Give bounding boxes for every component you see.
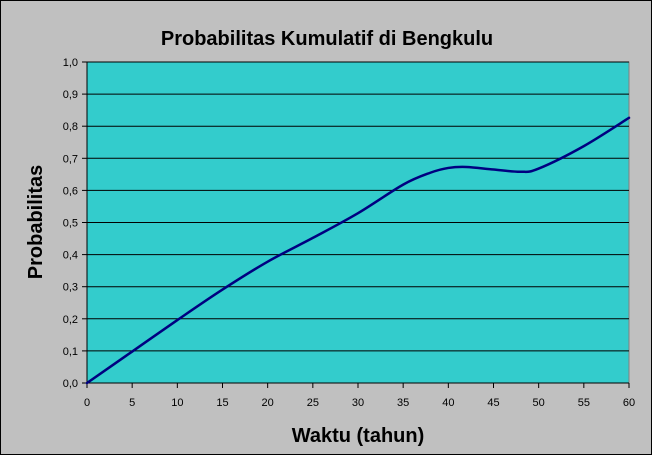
chart-title: Probabilitas Kumulatif di Bengkulu	[161, 28, 493, 50]
x-axis-title: Waktu (tahun)	[292, 425, 425, 447]
x-tick-label: 25	[307, 397, 319, 409]
y-tick-label: 0,2	[63, 314, 78, 326]
x-tick-label: 5	[129, 397, 135, 409]
x-tick-label: 15	[216, 397, 228, 409]
x-axis-ticks: 0 5 10 15 20 25 30 35 40 45 50 55 60	[84, 383, 635, 409]
y-tick-label: 0,1	[63, 346, 78, 358]
x-tick-label: 60	[623, 397, 635, 409]
x-tick-label: 30	[352, 397, 364, 409]
y-tick-label: 0,4	[63, 250, 78, 262]
x-tick-label: 10	[171, 397, 183, 409]
x-tick-label: 40	[442, 397, 454, 409]
y-tick-label: 0,6	[63, 185, 78, 197]
y-tick-label: 0,3	[63, 282, 78, 294]
x-tick-label: 20	[262, 397, 274, 409]
x-tick-label: 35	[397, 397, 409, 409]
x-tick-label: 45	[487, 397, 499, 409]
x-tick-label: 55	[578, 397, 590, 409]
series-line	[85, 116, 631, 385]
y-tick-label: 0,9	[63, 89, 78, 101]
y-tick-label: 0,0	[63, 378, 78, 390]
x-tick-label: 50	[533, 397, 545, 409]
y-axis-title: Probabilitas	[25, 165, 47, 279]
y-tick-label: 0,5	[63, 218, 78, 230]
y-tick-label: 0,7	[63, 153, 78, 165]
y-tick-label: 0,8	[63, 121, 78, 133]
x-tick-label: 0	[84, 397, 90, 409]
y-axis-ticks: 0,0 0,1 0,2 0,3 0,4 0,5 0,6 0,7 0,8 0,9 1,0	[63, 57, 87, 390]
y-tick-label: 1,0	[63, 57, 78, 69]
